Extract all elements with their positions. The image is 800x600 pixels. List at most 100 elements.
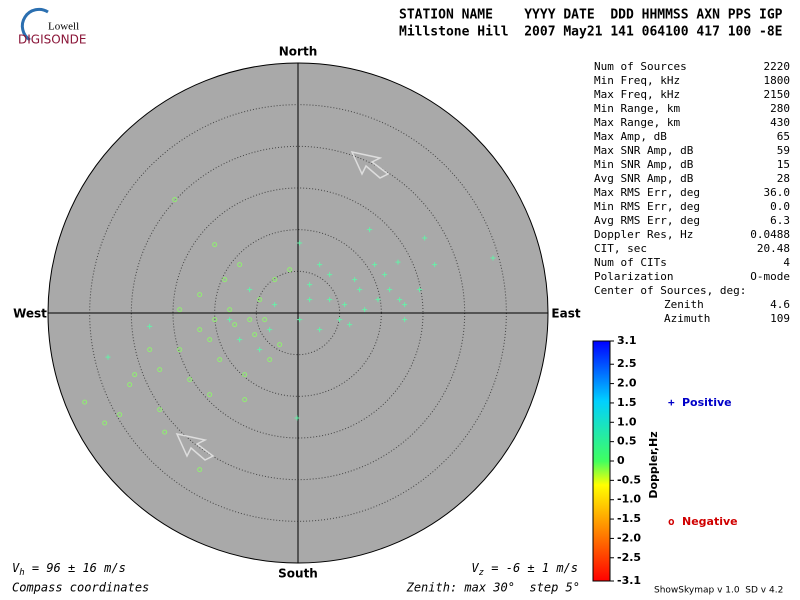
point-negative xyxy=(267,357,273,363)
point-negative xyxy=(262,317,268,323)
direction: South xyxy=(278,567,318,581)
direction: East xyxy=(551,307,580,321)
stat-value: 20.48 xyxy=(757,242,790,255)
stat-value: 0.0 xyxy=(770,200,790,213)
logo-bottom: DIGISONDE xyxy=(18,33,86,47)
point-negative xyxy=(117,412,123,418)
stat-label: Min SNR Amp, dB xyxy=(594,158,694,171)
stat-value: 0.0488 xyxy=(750,228,790,241)
stat-label: CIT, sec xyxy=(594,242,647,255)
point-negative xyxy=(177,307,183,313)
stat-label: Min RMS Err, deg xyxy=(594,200,700,213)
stat-label: Max Range, km xyxy=(594,116,680,129)
logo-swoosh xyxy=(20,7,49,42)
symbol: V xyxy=(12,561,20,575)
point-negative xyxy=(207,337,213,343)
colorbar xyxy=(592,340,611,582)
stat-label: Num of Sources xyxy=(594,60,687,73)
point-positive xyxy=(347,322,353,328)
stat-label: Doppler Res, Hz xyxy=(594,228,693,241)
point-positive xyxy=(357,287,363,293)
point-positive xyxy=(327,272,333,278)
point-negative xyxy=(147,347,153,353)
point-negative xyxy=(172,197,178,203)
subscript: z xyxy=(479,568,484,578)
point-positive xyxy=(432,262,438,268)
direction: West xyxy=(13,307,47,321)
point-negative xyxy=(227,307,233,313)
point-positive xyxy=(417,287,423,293)
stat-value: 430 xyxy=(770,116,790,129)
colorbar-label: Doppler,Hz xyxy=(647,431,660,498)
point-positive xyxy=(297,317,303,323)
stat-value: 36.0 xyxy=(764,186,791,199)
point-negative xyxy=(132,372,138,378)
stat-value: 65 xyxy=(777,130,790,143)
colorbar-tick-label: 3.1 xyxy=(617,334,637,347)
colorbar-tick-label: 2.0 xyxy=(617,377,637,390)
stat-value: 2150 xyxy=(764,88,791,101)
point-negative xyxy=(242,397,248,403)
point-negative xyxy=(222,277,228,283)
point-negative xyxy=(197,292,203,298)
point-negative xyxy=(197,467,203,473)
point-negative xyxy=(237,262,243,268)
subscript: h xyxy=(19,568,24,578)
header-line: Millstone Hill 2007 May21 141 064100 417… xyxy=(399,25,783,40)
symbol: V xyxy=(471,561,479,575)
stat-value: 15 xyxy=(777,158,790,171)
stat-value: 2220 xyxy=(764,60,791,73)
point-negative xyxy=(287,267,293,273)
colorbar-tick-label: -1.5 xyxy=(617,512,641,525)
center-label: Zenith xyxy=(664,298,704,311)
arrow xyxy=(175,432,215,461)
point-positive xyxy=(105,354,111,360)
point-positive xyxy=(327,297,333,303)
point-positive xyxy=(352,277,358,283)
point-negative xyxy=(247,317,253,323)
point-negative xyxy=(162,429,168,435)
point-positive xyxy=(397,297,403,303)
point-negative xyxy=(277,342,283,348)
stat-value: 59 xyxy=(777,144,790,157)
stat-label: Avg RMS Err, deg xyxy=(594,214,700,227)
point-positive xyxy=(342,302,348,308)
center-title: Center of Sources, deg: xyxy=(594,284,746,297)
point-negative xyxy=(232,322,238,328)
point-positive xyxy=(422,235,428,241)
point-positive xyxy=(272,302,278,308)
value: = 96 ± 16 m/s xyxy=(25,561,126,575)
colorbar-tick-label: -1.0 xyxy=(617,493,641,506)
point-negative xyxy=(272,277,278,283)
point-positive xyxy=(387,287,393,293)
colorbar-tick-label: -2.5 xyxy=(617,551,641,564)
center-value: 4.6 xyxy=(770,298,790,311)
center-value: 109 xyxy=(770,312,790,325)
stat-label: Min Range, km xyxy=(594,102,680,115)
stat-value: O-mode xyxy=(750,270,790,283)
point-positive xyxy=(402,317,408,323)
zenith-note: Zenith: max 30° step 5° xyxy=(406,581,580,595)
stat-label: Max Freq, kHz xyxy=(594,88,680,101)
point-negative xyxy=(207,392,213,398)
stat-label: Max SNR Amp, dB xyxy=(594,144,694,157)
point-positive xyxy=(382,272,388,278)
colorbar-tick-label: -2.0 xyxy=(617,531,641,544)
point-negative xyxy=(197,327,203,333)
stat-label: Max RMS Err, deg xyxy=(594,186,700,199)
point-negative xyxy=(127,382,133,388)
point-negative xyxy=(157,367,163,373)
point-positive xyxy=(367,227,373,233)
point-positive xyxy=(237,337,243,343)
vh: Vh = 96 ± 16 m/s xyxy=(12,561,126,578)
vz: Vz = -6 ± 1 m/s xyxy=(471,561,578,578)
point-positive xyxy=(147,323,153,329)
stat-label: Min Freq, kHz xyxy=(594,74,680,87)
point-positive xyxy=(297,240,303,246)
point-positive xyxy=(267,327,273,333)
arrow xyxy=(350,150,390,179)
colorbar-tick-label: 0 xyxy=(617,454,625,467)
stat-label: Polarization xyxy=(594,270,673,283)
point-negative xyxy=(257,297,263,303)
